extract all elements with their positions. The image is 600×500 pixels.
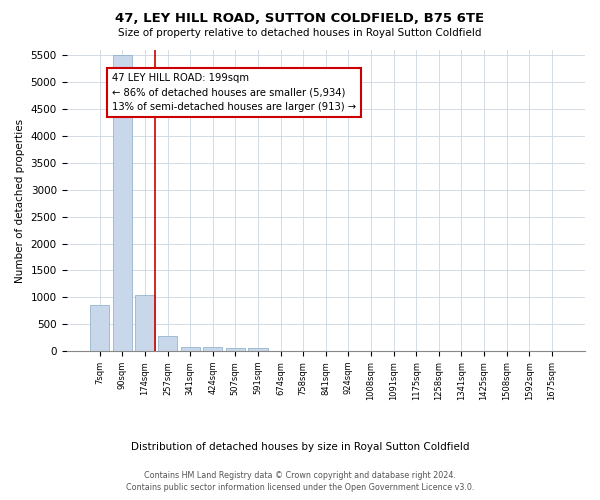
Text: Contains HM Land Registry data © Crown copyright and database right 2024.: Contains HM Land Registry data © Crown c… (144, 471, 456, 480)
Text: Size of property relative to detached houses in Royal Sutton Coldfield: Size of property relative to detached ho… (118, 28, 482, 38)
Bar (158, 336, 177, 351)
Text: 47 LEY HILL ROAD: 199sqm
← 86% of detached houses are smaller (5,934)
13% of sem: 47 LEY HILL ROAD: 199sqm ← 86% of detach… (112, 72, 356, 112)
Text: 47, LEY HILL ROAD, SUTTON COLDFIELD, B75 6TE: 47, LEY HILL ROAD, SUTTON COLDFIELD, B75… (115, 12, 485, 26)
Text: Distribution of detached houses by size in Royal Sutton Coldfield: Distribution of detached houses by size … (131, 442, 469, 452)
Bar (248, 348, 268, 351)
Bar (113, 56, 132, 351)
Text: Contains public sector information licensed under the Open Government Licence v3: Contains public sector information licen… (126, 484, 474, 492)
Bar (226, 348, 245, 351)
Y-axis label: Number of detached properties: Number of detached properties (15, 118, 25, 282)
Bar (90, 306, 109, 351)
Bar (136, 294, 155, 351)
Bar (203, 347, 223, 351)
Bar (181, 347, 200, 351)
